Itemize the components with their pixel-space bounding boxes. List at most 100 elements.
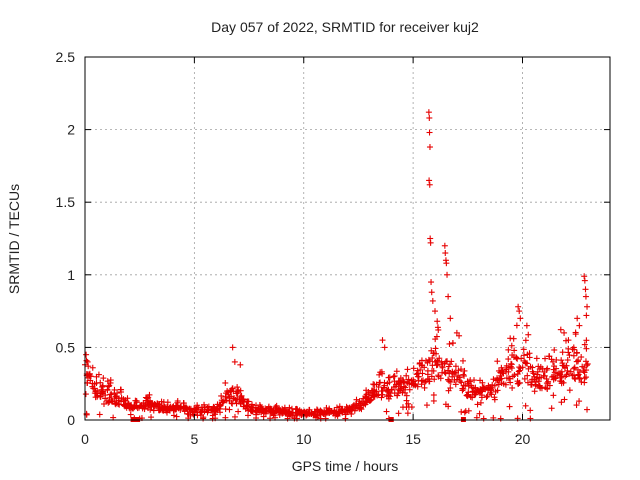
data-point bbox=[237, 387, 244, 394]
data-point bbox=[125, 400, 132, 407]
data-point bbox=[455, 373, 462, 380]
axis-ticks bbox=[84, 56, 610, 421]
data-point bbox=[570, 365, 577, 372]
data-point bbox=[171, 406, 178, 413]
data-point bbox=[525, 331, 532, 338]
data-point bbox=[421, 379, 428, 386]
data-point bbox=[499, 369, 506, 376]
data-point bbox=[145, 405, 152, 412]
data-point bbox=[449, 373, 456, 380]
data-point bbox=[465, 383, 472, 390]
data-point bbox=[230, 388, 237, 395]
data-point bbox=[500, 370, 507, 377]
data-point bbox=[465, 407, 472, 414]
data-point bbox=[170, 407, 177, 414]
data-point bbox=[150, 407, 157, 414]
data-point bbox=[270, 407, 277, 414]
data-point bbox=[564, 367, 571, 374]
data-point bbox=[231, 413, 238, 420]
data-point bbox=[520, 346, 527, 353]
data-point bbox=[219, 399, 226, 406]
data-point bbox=[100, 375, 107, 382]
data-point bbox=[115, 395, 122, 402]
data-point bbox=[237, 361, 244, 368]
data-point bbox=[438, 359, 445, 366]
data-point bbox=[533, 355, 540, 362]
gridlines bbox=[85, 57, 610, 420]
data-point bbox=[393, 381, 400, 388]
data-point bbox=[491, 394, 498, 401]
data-point bbox=[430, 397, 437, 404]
data-point bbox=[308, 409, 315, 416]
data-point bbox=[375, 383, 382, 390]
data-point bbox=[516, 367, 523, 374]
chart-title: Day 057 of 2022, SRMTID for receiver kuj… bbox=[211, 19, 479, 35]
data-point bbox=[128, 401, 135, 408]
data-point bbox=[104, 378, 111, 385]
data-point bbox=[519, 364, 526, 371]
data-point bbox=[235, 408, 242, 415]
data-point bbox=[393, 368, 400, 375]
data-point bbox=[356, 405, 363, 412]
data-point bbox=[104, 386, 111, 393]
data-point bbox=[565, 371, 572, 378]
data-point bbox=[225, 391, 232, 398]
data-point bbox=[541, 372, 548, 379]
data-point bbox=[204, 409, 211, 416]
data-point bbox=[416, 360, 423, 367]
data-point bbox=[429, 355, 436, 362]
data-point bbox=[443, 260, 450, 267]
data-point bbox=[357, 400, 364, 407]
data-point bbox=[339, 405, 346, 412]
data-point bbox=[160, 399, 167, 406]
data-point bbox=[511, 372, 518, 379]
data-point bbox=[509, 384, 516, 391]
data-point bbox=[570, 352, 577, 359]
data-point bbox=[385, 395, 392, 402]
data-point bbox=[452, 381, 459, 388]
data-point bbox=[426, 114, 433, 121]
data-point bbox=[558, 399, 565, 406]
data-point bbox=[471, 377, 478, 384]
data-point bbox=[544, 365, 551, 372]
data-point bbox=[102, 395, 109, 402]
data-point bbox=[83, 351, 90, 358]
data-point bbox=[410, 380, 417, 387]
data-point bbox=[442, 250, 449, 257]
data-point bbox=[173, 413, 180, 420]
data-point bbox=[433, 362, 440, 369]
data-point bbox=[459, 357, 466, 364]
data-point bbox=[289, 409, 296, 416]
data-point bbox=[294, 406, 301, 413]
data-point bbox=[426, 378, 433, 385]
data-point bbox=[312, 411, 319, 418]
data-point bbox=[117, 386, 124, 393]
data-point bbox=[363, 387, 370, 394]
data-point bbox=[467, 393, 474, 400]
data-point bbox=[576, 322, 583, 329]
y-axis-label: SRMTID / TECUs bbox=[6, 184, 22, 294]
data-point bbox=[491, 382, 498, 389]
data-point bbox=[449, 339, 456, 346]
data-point bbox=[105, 399, 112, 406]
data-point bbox=[89, 364, 96, 371]
data-point bbox=[527, 363, 534, 370]
data-point bbox=[444, 367, 451, 374]
data-point bbox=[170, 412, 177, 419]
data-point bbox=[93, 380, 100, 387]
data-point bbox=[218, 392, 225, 399]
data-point bbox=[142, 394, 149, 401]
data-point bbox=[452, 363, 459, 370]
data-point bbox=[447, 315, 454, 322]
data-point bbox=[342, 415, 349, 422]
data-point bbox=[243, 402, 250, 409]
data-point bbox=[197, 412, 204, 419]
data-point bbox=[582, 293, 589, 300]
data-point bbox=[433, 333, 440, 340]
data-point bbox=[584, 303, 591, 310]
data-point bbox=[381, 379, 388, 386]
data-point bbox=[421, 384, 428, 391]
data-point bbox=[565, 345, 572, 352]
data-point bbox=[564, 357, 571, 364]
